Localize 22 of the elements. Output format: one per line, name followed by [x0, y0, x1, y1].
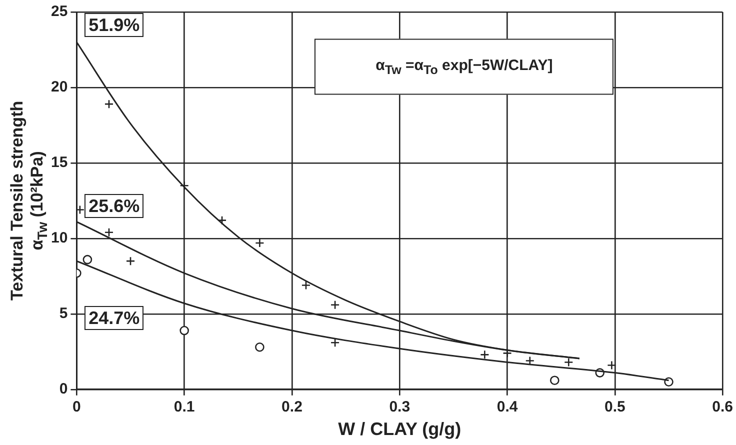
- x-axis-title: W / CLAY (g/g): [338, 419, 462, 440]
- label-box: 51.9%: [84, 13, 144, 38]
- x-tick-label: 0.2: [282, 398, 302, 416]
- annotation: 24.7%: [88, 308, 140, 328]
- x-tick-label: 0: [72, 398, 81, 416]
- label-box: 25.6%: [84, 194, 144, 218]
- annotation: 25.6%: [88, 196, 140, 216]
- y-tick-label: 15: [50, 154, 68, 172]
- annotation: α$_{Tw}$ =α$_{To}$ exp[−5W/CLAY]: [376, 56, 553, 76]
- x-tick-label: 0.1: [174, 398, 195, 416]
- formula-box: α$_{Tw}$ =α$_{To}$ exp[−5W/CLAY]: [314, 38, 614, 95]
- y-tick-label: 0: [59, 380, 68, 398]
- y-tick-label: 5: [59, 305, 68, 322]
- x-tick-label: 0.3: [389, 398, 410, 416]
- y-tick-label: 20: [50, 78, 68, 96]
- y-tick-label: 10: [50, 230, 68, 247]
- x-tick-label: 0.6: [712, 398, 734, 416]
- y-tick-label: 25: [50, 3, 68, 20]
- x-tick-label: 0.5: [604, 398, 626, 416]
- annotation: 51.9%: [88, 15, 140, 36]
- x-tick-label: 0.4: [496, 398, 518, 416]
- label-box: 24.7%: [84, 306, 144, 330]
